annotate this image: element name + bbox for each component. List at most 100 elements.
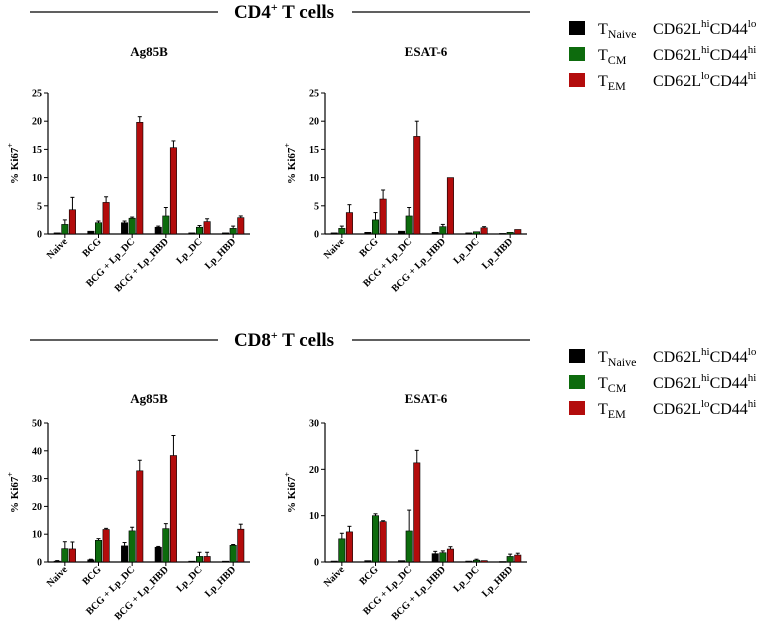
bar-tcm [61, 548, 69, 563]
bar-tcm [95, 222, 103, 235]
bar-tem [169, 147, 177, 235]
legend-swatch [569, 375, 585, 389]
bar-tnaive [364, 560, 372, 563]
bar-tem [379, 198, 387, 235]
y-tick-label: 25 [32, 89, 42, 100]
bar-tem [345, 531, 353, 563]
bar-tcm [196, 556, 204, 563]
bar-tcm [229, 228, 237, 235]
y-tick-label: 20 [32, 117, 42, 128]
bar-tcm [338, 228, 346, 235]
bar-tcm [405, 530, 413, 563]
bar-tcm [506, 556, 514, 563]
bar-tnaive [499, 561, 507, 563]
bar-tcm [95, 540, 103, 563]
bar-tcm [162, 528, 170, 563]
bar-tcm [472, 559, 480, 563]
chart-title: Ag85B [130, 391, 168, 406]
x-tick-label: BCG [358, 236, 381, 259]
bar-tem [68, 548, 76, 563]
x-tick-label: Lp_HBD [203, 236, 238, 271]
legend-swatch [569, 21, 585, 35]
x-tick-label: Lp_HBD [203, 564, 238, 599]
bar-tem [413, 136, 421, 235]
bar-tem [413, 462, 421, 563]
bar-tnaive [154, 226, 162, 235]
legend-cd8: TNaive CD62LhiCD44lo TCM CD62LhiCD44hi TEM CD… [569, 346, 757, 421]
bar-tem [480, 227, 488, 235]
x-tick-label: Lp_DC [174, 564, 204, 594]
bar-tcm [506, 232, 514, 235]
legend-cell-label: TEM [598, 401, 626, 421]
legend-marker-label: CD62LhiCD44lo [653, 18, 757, 38]
y-tick-label: 40 [32, 446, 42, 457]
legend-swatch [569, 401, 585, 415]
y-tick-label: 15 [32, 145, 42, 156]
bar-tnaive [121, 222, 129, 235]
y-tick-label: 0 [314, 558, 319, 569]
bar-tcm [162, 215, 170, 235]
y-tick-label: 50 [32, 419, 42, 430]
x-tick-label: Naive [45, 236, 70, 261]
y-tick-label: 0 [37, 558, 42, 569]
bar-tnaive [222, 560, 230, 563]
legend-marker-label: CD62LhiCD44hi [653, 372, 756, 392]
bar-tnaive [465, 560, 473, 563]
chart-title: Ag85B [130, 44, 168, 59]
legend-cell-label: TCM [598, 47, 627, 67]
bar-tem [446, 548, 454, 563]
bar-tem [102, 529, 110, 563]
bar-tem [136, 470, 144, 563]
y-tick-label: 0 [37, 230, 42, 241]
bar-tcm [371, 219, 379, 235]
bar-tnaive [330, 560, 338, 563]
bar-tcm [338, 538, 346, 563]
bar-tnaive [188, 232, 196, 235]
legend-swatch [569, 47, 585, 61]
legend-marker-label: CD62LloCD44hi [653, 398, 756, 418]
bar-tnaive [431, 232, 439, 235]
bar-tcm [371, 515, 379, 563]
bar-tcm [472, 231, 480, 235]
bar-tnaive [154, 546, 162, 563]
bar-tcm [128, 217, 136, 235]
legend-cell-label: TNaive [598, 349, 636, 369]
y-tick-label: 5 [37, 201, 42, 212]
bar-tem [237, 528, 245, 563]
bar-tnaive [222, 232, 230, 235]
x-tick-label: Naive [45, 564, 70, 589]
bar-tem [237, 217, 245, 235]
bar-tem [102, 202, 110, 235]
chart-title: ESAT-6 [405, 391, 448, 406]
y-axis-label: % Ki67+ [283, 143, 298, 184]
bar-tcm [405, 215, 413, 235]
y-axis-label: % Ki67+ [6, 472, 21, 513]
x-tick-label: BCG [81, 564, 104, 587]
x-tick-label: Naive [322, 236, 347, 261]
bar-tem [136, 122, 144, 235]
bar-tnaive [121, 545, 129, 563]
bar-tnaive [398, 560, 406, 563]
y-axis-label: % Ki67+ [6, 143, 21, 184]
bar-tcm [61, 224, 69, 235]
legend-cell-label: TNaive [598, 21, 636, 41]
y-tick-label: 10 [32, 530, 42, 541]
bar-tcm [439, 552, 447, 563]
bar-tnaive [364, 232, 372, 235]
bar-tnaive [53, 232, 61, 235]
bar-tnaive [53, 560, 61, 563]
bar-tem [514, 554, 522, 563]
x-tick-label: BCG [81, 236, 104, 259]
section-title-cd4: CD4+ T cells [234, 0, 334, 23]
legend-marker-label: CD62LloCD44hi [653, 70, 756, 90]
x-tick-label: Lp_DC [451, 564, 481, 594]
x-tick-label: BCG [358, 564, 381, 587]
section-header-cd4: CD4+ T cells [30, 0, 530, 23]
y-tick-label: 30 [32, 474, 42, 485]
legend-swatch [569, 73, 585, 87]
legend-cd4: TNaive CD62LhiCD44lo TCM CD62LhiCD44hi TEM CD… [569, 18, 757, 93]
